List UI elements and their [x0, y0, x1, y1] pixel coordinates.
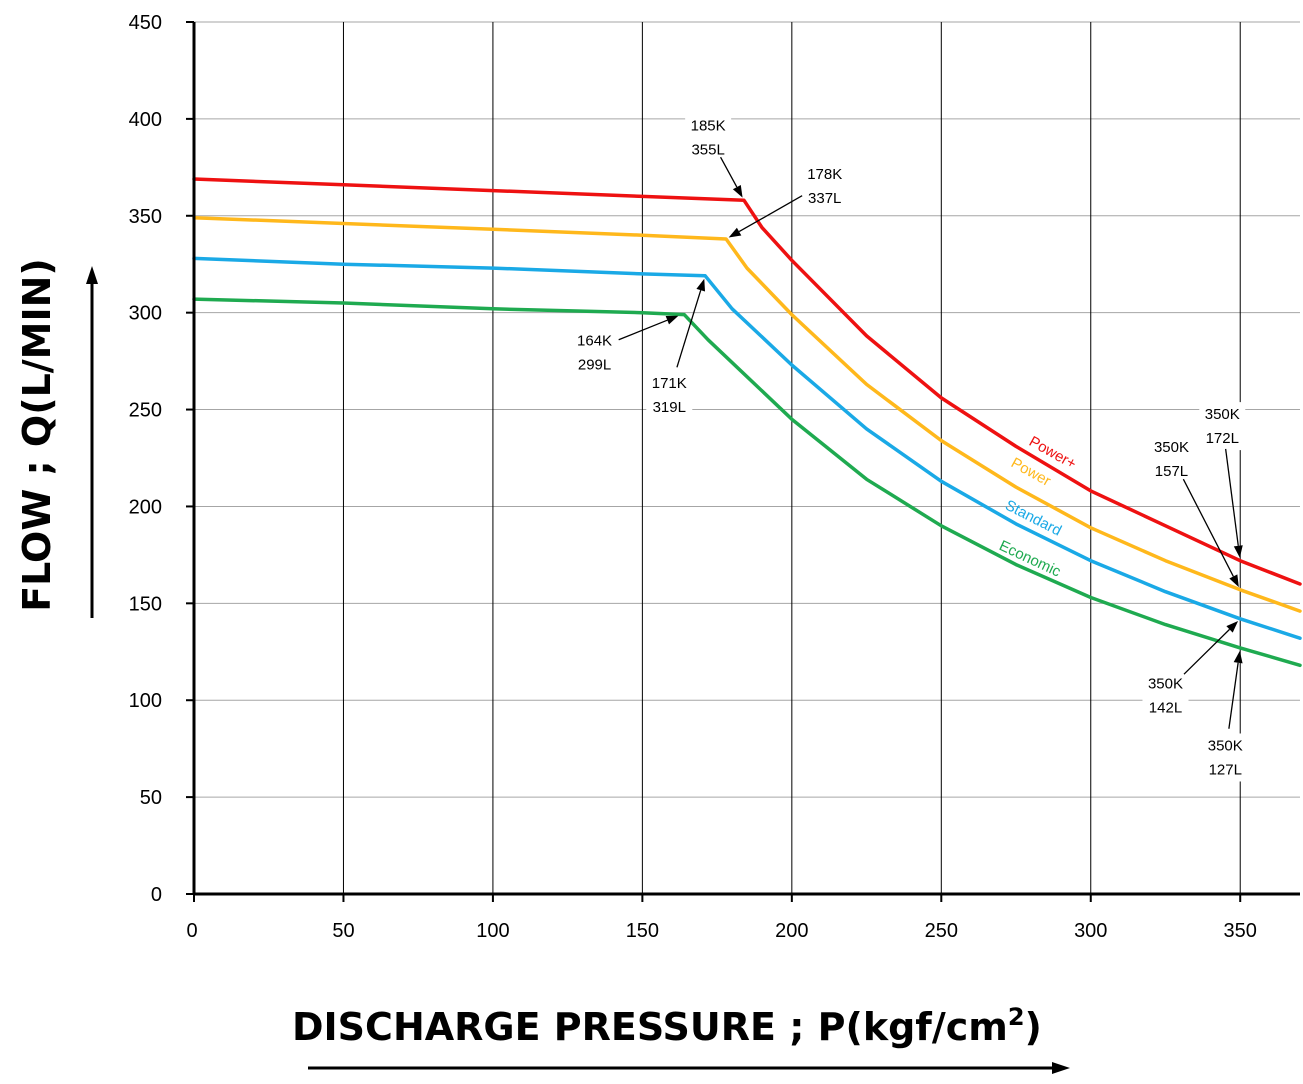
- callout: 185K 355L: [685, 113, 743, 198]
- series-line-economic: [192, 297, 1302, 668]
- callout-arrow-line: [1228, 662, 1239, 729]
- x-axis-arrow: [308, 1062, 1070, 1074]
- callout-background: [1202, 733, 1249, 782]
- callout-text: 350K: [1205, 406, 1240, 423]
- callout-text: 171K: [652, 375, 687, 392]
- callout-background: [1199, 402, 1246, 451]
- axes: [186, 21, 1300, 902]
- y-tick-label: 250: [129, 400, 162, 422]
- callout-arrow-head: [665, 315, 679, 325]
- callout-text: 299L: [578, 356, 611, 373]
- callout-text: 127L: [1209, 761, 1242, 778]
- callout-arrow-line: [676, 289, 702, 368]
- callout-background: [1142, 671, 1189, 720]
- x-tick-label: 300: [1074, 920, 1107, 942]
- x-axis-title-superscript: 2: [1008, 1003, 1025, 1031]
- callout-arrow-head: [1233, 650, 1243, 664]
- callout-arrow-head: [1229, 574, 1239, 588]
- series-lines: [192, 177, 1302, 668]
- series-line-standard: [192, 256, 1302, 640]
- callout-text: 142L: [1149, 699, 1182, 716]
- callout-arrow-line: [738, 195, 803, 233]
- callout: 350K 142L: [1142, 620, 1239, 720]
- callout: 350K 172L: [1199, 402, 1246, 558]
- gridlines: [194, 21, 1300, 894]
- callout-background: [801, 161, 848, 210]
- callout-text: 319L: [653, 399, 686, 416]
- y-tick-label: 200: [129, 496, 162, 518]
- annotations: 185K 355L 178K 337L 164K 299L 171K 319L 350K 172L…: [571, 113, 1249, 782]
- x-tick-label: 150: [626, 920, 659, 942]
- y-tick-label: 300: [129, 303, 162, 325]
- series-line-power-: [192, 177, 1302, 586]
- y-tick-label: 0: [151, 884, 162, 906]
- callout: 178K 337L: [728, 161, 848, 238]
- callout-background: [1148, 435, 1195, 484]
- x-tick-label: 0: [186, 920, 197, 942]
- callout-arrow-head: [1233, 545, 1243, 558]
- callout-arrow-line: [1182, 478, 1234, 577]
- callout-arrow-line: [1224, 448, 1239, 546]
- callout-text: 350K: [1208, 737, 1243, 754]
- x-tick-label: 350: [1224, 920, 1257, 942]
- x-axis-title: DISCHARGE PRESSURE ; P(kgf/cm2): [292, 1003, 1042, 1049]
- callout: 350K 127L: [1202, 650, 1249, 782]
- callout-background: [571, 328, 618, 377]
- x-tick-label: 250: [925, 920, 958, 942]
- y-tick-label: 400: [129, 109, 162, 131]
- callout-arrow-line: [618, 319, 668, 341]
- y-tick-label: 350: [129, 206, 162, 228]
- y-tick-label: 450: [129, 12, 162, 34]
- callout-background: [685, 113, 732, 162]
- x-tick-label: 100: [476, 920, 509, 942]
- callout-text: 185K: [691, 117, 726, 134]
- y-tick-label: 50: [140, 787, 162, 809]
- callout: 164K 299L: [571, 315, 679, 377]
- callout-arrow-head: [732, 184, 743, 198]
- callout-text: 337L: [808, 190, 841, 207]
- callout-text: 172L: [1206, 430, 1239, 447]
- x-tick-label: 200: [775, 920, 808, 942]
- callout: 350K 157L: [1148, 435, 1239, 588]
- callout-text: 164K: [577, 332, 612, 349]
- callout-arrow-head: [728, 227, 742, 238]
- x-axis-title-end: ): [1025, 1005, 1042, 1049]
- x-axis-title-main: DISCHARGE PRESSURE ; P(kgf/cm: [292, 1005, 1008, 1049]
- callout-background: [646, 371, 693, 420]
- callout-arrow-line: [1183, 628, 1230, 675]
- y-tick-label: 150: [129, 593, 162, 615]
- callout-text: 350K: [1154, 439, 1189, 456]
- series-line-power: [192, 215, 1302, 613]
- callout-text: 355L: [691, 141, 724, 158]
- callout-text: 350K: [1148, 675, 1183, 692]
- y-tick-label: 100: [129, 690, 162, 712]
- callout-arrow-head: [1226, 620, 1239, 633]
- y-axis-arrow: [86, 266, 98, 618]
- tick-labels: 0 50 100 150 200 250 300 350 400 450 0 50 100 150 200 2…: [129, 12, 1257, 942]
- callout-text: 178K: [807, 166, 842, 183]
- callout-arrow-head: [696, 278, 706, 292]
- x-tick-label: 50: [332, 920, 354, 942]
- callout: 171K 319L: [646, 278, 706, 420]
- callout-arrow-line: [720, 156, 738, 188]
- callout-text: 157L: [1155, 463, 1188, 480]
- y-axis-title: FLOW ; Q(L/MIN): [15, 258, 59, 612]
